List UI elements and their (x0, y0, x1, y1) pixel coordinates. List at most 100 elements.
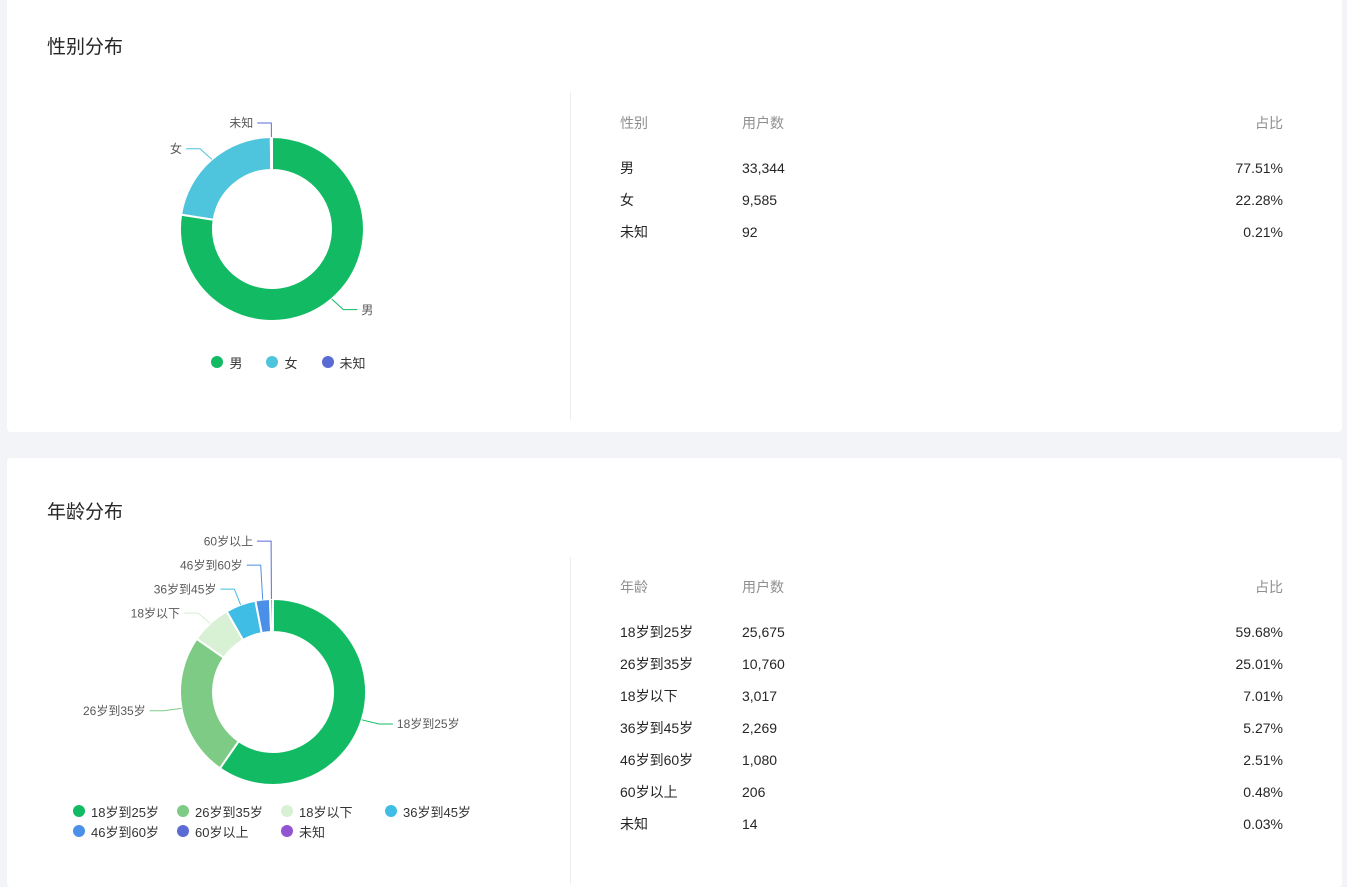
legend-dot-icon (281, 805, 293, 817)
slice-label: 女 (170, 141, 182, 156)
vertical-divider (570, 92, 571, 420)
age-donut-chart: 18岁到25岁 26岁到35岁 18岁以下 36岁到45岁 46岁到60岁 60岁以上 (83, 533, 460, 786)
age-table: 年龄 用户数 占比 18岁到25岁 25,675 59.68% 26岁到35岁 10,7… (620, 571, 1283, 840)
pie-slice[interactable] (180, 136, 273, 221)
gender-table-header: 性别 用户数 占比 (620, 107, 1283, 139)
legend-item[interactable]: 46岁到60岁 (73, 821, 177, 841)
section-title-age: 年龄分布 (47, 502, 124, 523)
legend-dot-icon (177, 825, 189, 837)
cell-category: 36岁到45岁 (620, 720, 694, 736)
pie-slice[interactable] (269, 135, 273, 171)
legend-label: 18岁以下 (299, 804, 353, 820)
slice-label: 18岁以下 (131, 605, 180, 620)
slice-label: 18岁到25岁 (397, 716, 460, 731)
slice-label: 60岁以上 (204, 533, 253, 548)
legend-dot-icon (281, 825, 293, 837)
table-row: 18岁到25岁 25,675 59.68% (620, 616, 1283, 648)
cell-users: 10,760 (742, 656, 785, 672)
cell-users: 33,344 (742, 160, 785, 176)
legend-label: 60岁以上 (195, 824, 249, 840)
pie-slice[interactable] (178, 136, 365, 322)
slice-label: 未知 (229, 116, 253, 130)
table-row: 男 33,344 77.51% (620, 152, 1283, 184)
table-row: 未知 14 0.03% (620, 808, 1283, 840)
cell-category: 60岁以上 (620, 784, 678, 800)
cell-users: 9,585 (742, 192, 778, 208)
legend-label: 未知 (339, 355, 366, 371)
gender-table-body: 男 33,344 77.51% 女 9,585 22.28% 未知 92 0.21% (620, 152, 1283, 248)
legend-label: 未知 (299, 824, 326, 840)
section-title-gender: 性别分布 (47, 37, 124, 58)
legend-item[interactable]: 18岁到25岁 (73, 801, 177, 821)
gender-distribution-card: 性别分布 男女未知 男女未知 性别 用户数 占比 男 33,344 77.51% 女 9… (7, 0, 1342, 432)
cell-percent: 0.03% (1243, 816, 1283, 832)
cell-category: 18岁以下 (620, 688, 678, 704)
gender-donut-chart: 男 女 未知 (170, 116, 373, 322)
gender-table: 性别 用户数 占比 男 33,344 77.51% 女 9,585 22.28% 未知 92 0… (620, 107, 1283, 248)
slice-leader-line (331, 298, 358, 311)
cell-category: 18岁到25岁 (620, 624, 694, 640)
cell-users: 3,017 (742, 688, 778, 704)
column-header-age: 年龄 (620, 579, 648, 595)
gender-chart-legend: 男 女 未知 (7, 352, 570, 372)
cell-users: 25,675 (742, 624, 785, 640)
legend-item[interactable]: 26岁到35岁 (177, 801, 281, 821)
age-table-header: 年龄 用户数 占比 (620, 571, 1283, 603)
column-header-users: 用户数 (742, 115, 784, 131)
cell-percent: 77.51% (1235, 160, 1283, 176)
legend-item[interactable]: 60岁以上 (177, 821, 281, 841)
legend-dot-icon (73, 805, 85, 817)
slice-leader-line (220, 588, 242, 605)
pie-slice[interactable] (179, 637, 240, 770)
cell-percent: 2.51% (1243, 752, 1283, 768)
table-row: 26岁到35岁 10,760 25.01% (620, 648, 1283, 680)
slice-leader-line (361, 719, 393, 725)
table-row: 36岁到45岁 2,269 5.27% (620, 712, 1283, 744)
cell-category: 26岁到35岁 (620, 656, 694, 672)
legend-dot-icon (385, 805, 397, 817)
cell-percent: 0.21% (1243, 224, 1283, 240)
legend-item[interactable]: 未知 (321, 352, 366, 372)
legend-dot-icon (321, 356, 334, 368)
slice-leader-line (257, 122, 272, 138)
table-row: 46岁到60岁 1,080 2.51% (620, 744, 1283, 776)
cell-percent: 59.68% (1235, 624, 1283, 640)
legend-item[interactable]: 36岁到45岁 (385, 801, 489, 821)
vertical-divider (570, 557, 571, 884)
column-header-users: 用户数 (742, 579, 784, 595)
cell-percent: 22.28% (1235, 192, 1283, 208)
pie-slice[interactable] (218, 598, 368, 786)
cell-users: 1,080 (742, 752, 778, 768)
slice-leader-line (149, 707, 182, 712)
cell-users: 92 (742, 224, 758, 240)
legend-label: 46岁到60岁 (91, 824, 159, 840)
legend-label: 26岁到35岁 (195, 804, 263, 820)
age-distribution-card: 年龄分布 18岁到25岁 26岁到35岁 18岁以下 36岁到45岁 46岁到60岁 60… (7, 458, 1342, 887)
slice-leader-line (246, 564, 264, 600)
legend-dot-icon (211, 356, 224, 368)
age-chart-legend: 18岁到25岁 26岁到35岁 18岁以下 36岁到45岁 46岁到60岁 60岁以上 未知 (73, 801, 489, 841)
legend-label: 女 (284, 355, 298, 371)
cell-percent: 25.01% (1235, 656, 1283, 672)
legend-item[interactable]: 女 (266, 352, 298, 372)
age-table-body: 18岁到25岁 25,675 59.68% 26岁到35岁 10,760 25.01% 18… (620, 616, 1283, 840)
legend-dot-icon (266, 356, 279, 368)
cell-category: 未知 (620, 816, 648, 832)
column-header-percent: 占比 (1255, 579, 1283, 595)
cell-users: 206 (742, 784, 766, 800)
table-row: 未知 92 0.21% (620, 216, 1283, 248)
slice-leader-line (184, 612, 211, 624)
legend-label: 36岁到45岁 (403, 804, 471, 820)
legend-item[interactable]: 18岁以下 (281, 801, 385, 821)
cell-percent: 0.48% (1243, 784, 1283, 800)
legend-item[interactable]: 男 (211, 352, 242, 372)
cell-percent: 7.01% (1243, 688, 1283, 704)
legend-dot-icon (73, 825, 85, 837)
table-row: 60岁以上 206 0.48% (620, 776, 1283, 808)
cell-category: 未知 (620, 224, 648, 240)
table-row: 女 9,585 22.28% (620, 184, 1283, 216)
cell-users: 14 (742, 816, 758, 832)
cell-category: 女 (620, 192, 634, 208)
legend-item[interactable]: 未知 (281, 821, 385, 841)
column-header-gender: 性别 (620, 115, 648, 131)
